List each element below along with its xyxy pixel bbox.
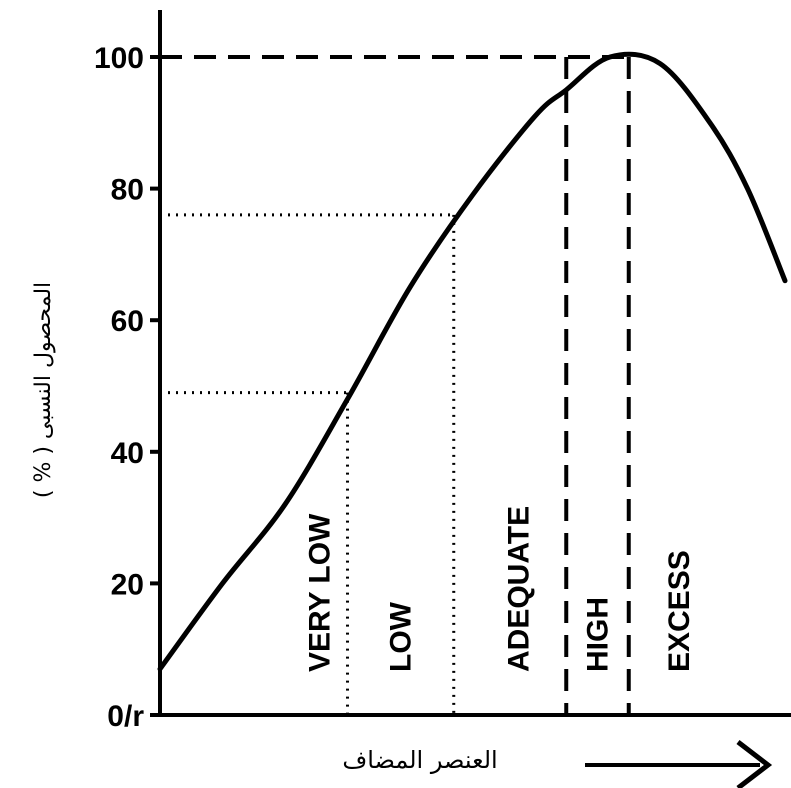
x-axis-label: العنصر المضاف bbox=[342, 746, 497, 774]
zone-label: ADEQUATE bbox=[502, 506, 535, 672]
axes bbox=[158, 10, 791, 717]
y-tick-label: 0/r bbox=[107, 700, 144, 733]
y-tick-label: 100 bbox=[94, 42, 144, 75]
guide-lines bbox=[160, 55, 631, 715]
y-ticks: 0/r 20 40 60 80 100 bbox=[94, 42, 160, 733]
y-tick-label: 40 bbox=[111, 437, 144, 470]
x-direction-arrow bbox=[585, 740, 773, 788]
response-curve bbox=[157, 51, 788, 672]
y-axis-label: المحصول النسبى ( % ) bbox=[31, 282, 56, 498]
y-tick-label: 60 bbox=[111, 305, 144, 338]
zone-label: EXCESS bbox=[663, 550, 696, 672]
zone-label: HIGH bbox=[582, 597, 615, 672]
zone-label: VERY LOW bbox=[304, 513, 337, 672]
y-tick-label: 20 bbox=[111, 568, 144, 601]
zone-label: LOW bbox=[385, 601, 418, 672]
y-tick-label: 80 bbox=[111, 174, 144, 207]
zone-labels: VERY LOW LOW ADEQUATE HIGH EXCESS bbox=[304, 506, 696, 672]
